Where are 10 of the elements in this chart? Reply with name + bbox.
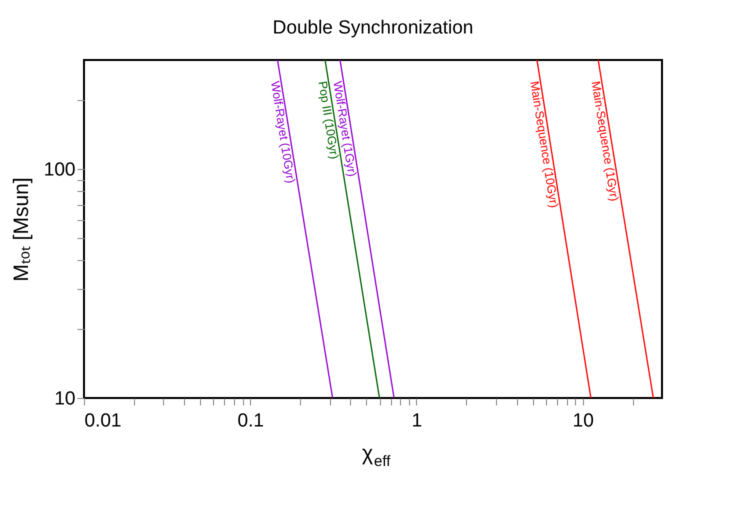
x-tick-label: 10 [572, 410, 594, 432]
text: Wolf-Rayet (10Gyr) [268, 80, 298, 184]
x-tick-label: 1 [412, 410, 422, 432]
text: Main-Sequence (10Gyr) [527, 80, 562, 209]
chart-title: Double Synchronization [272, 17, 474, 38]
y-axis-title: Mₜₒₜ [Msun] [10, 177, 33, 282]
x-tick-label: 0.1 [238, 410, 264, 432]
text: Main-Sequence (1Gyr) [588, 80, 622, 202]
x-tick-label: 0.01 [84, 410, 122, 432]
y-tick-label: 100 [44, 160, 76, 181]
